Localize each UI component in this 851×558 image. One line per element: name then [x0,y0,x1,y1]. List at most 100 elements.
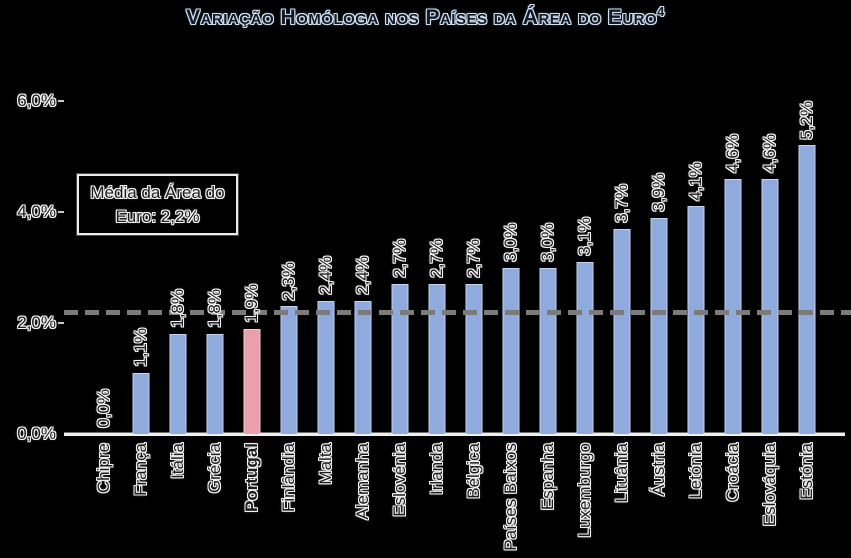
bar-slot: 2,4% [307,95,344,434]
bar-value-label: 5,2% [796,100,816,140]
x-axis-category-label: Malta [315,443,335,485]
chart-title: Variação Homóloga nos Países da Área do … [0,4,851,30]
bar-value-label: 4,6% [722,133,742,173]
y-axis-tick-label: 4,0% [17,202,56,221]
x-label-slot: Letónia [677,441,714,558]
x-label-slot: Finlândia [270,441,307,558]
bar-slot: 0,0% [85,95,122,434]
x-label-slot: Eslovénia [381,441,418,558]
x-label-slot: Itália [159,441,196,558]
x-label-slot: Países Baixos [492,441,529,558]
bar [502,267,519,434]
x-label-slot: Eslováquia [751,441,788,558]
bar [132,372,149,434]
bar-value-label: 2,3% [278,261,298,301]
bar-slot: 3,0% [492,95,529,434]
bar-slot: 2,7% [418,95,455,434]
bar-slot: 3,0% [529,95,566,434]
x-axis-category-label: Irlanda [426,443,446,495]
x-axis-category-label: Luxemburgo [574,443,594,538]
x-axis-category-label: Estónia [796,443,816,500]
x-axis-category-label: Alemanha [352,443,372,520]
bar-slot: 1,8% [196,95,233,434]
bar-slot: 5,2% [788,95,825,434]
bar [206,334,223,434]
average-annotation-box: Média da Área do Euro: 2,2% [77,174,238,235]
bar [576,261,593,434]
x-axis-category-label: Lituânia [611,443,631,503]
y-axis-tick-label: 0,0% [17,424,56,443]
bar-value-label: 1,8% [204,289,224,329]
x-label-slot: Luxemburgo [566,441,603,558]
bar [539,267,556,434]
x-axis-category-label: Chipre [93,443,113,494]
bar-value-label: 3,9% [648,172,668,212]
bar [428,284,445,434]
bar-value-label: 4,6% [759,133,779,173]
bar [317,300,334,434]
x-axis-category-label: Espanha [537,443,557,511]
x-label-slot: Irlanda [418,441,455,558]
y-axis-labels: 0,0% 2,0% 4,0% 6,0% [6,0,56,558]
x-axis-category-label: Finlândia [278,443,298,512]
x-axis-category-label: Croácia [722,443,742,502]
bar-highlight [243,328,260,434]
chart-title-superscript: 4 [657,4,665,19]
bar-value-label: 0,0% [93,389,113,428]
bar-slot: 4,1% [677,95,714,434]
x-label-slot: Espanha [529,441,566,558]
chart-title-text: Variação Homóloga nos Países da Área do … [186,6,658,29]
x-label-slot: Bélgica [455,441,492,558]
bar-slot: 2,7% [381,95,418,434]
bar-value-label: 2,7% [463,239,483,279]
bar [391,284,408,434]
bar-slot: 3,1% [566,95,603,434]
x-label-slot: Malta [307,441,344,558]
x-axis-line [64,432,845,436]
bar-value-label: 2,7% [426,239,446,279]
bar-value-label: 1,8% [167,289,187,329]
bar [798,145,815,434]
bar-value-label: 3,0% [537,222,557,262]
x-axis-category-label: Eslovénia [389,443,409,517]
bar-slot: 1,9% [233,95,270,434]
y-axis-tick-label: 6,0% [17,91,56,110]
x-axis-category-label: Grécia [204,443,224,494]
x-label-slot: Grécia [196,441,233,558]
x-axis-category-label: Eslováquia [759,443,779,527]
bar-slot: 4,6% [714,95,751,434]
bar [613,228,630,434]
x-label-slot: Chipre [85,441,122,558]
x-label-slot: Áustria [640,441,677,558]
average-dashed-line [64,310,851,315]
bar [354,300,371,434]
bar-slot: 1,1% [122,95,159,434]
bar-slot: 4,6% [751,95,788,434]
x-label-slot: França [122,441,159,558]
bar [687,206,704,434]
bar [465,284,482,434]
x-axis-category-label: Áustria [648,443,668,496]
bar-value-label: 1,1% [130,328,150,367]
bar-value-label: 2,4% [315,256,335,295]
x-label-slot: Lituânia [603,441,640,558]
x-axis-category-label: Letónia [685,443,705,499]
bar [761,178,778,434]
bar-slot: 2,7% [455,95,492,434]
bar-slot: 2,4% [344,95,381,434]
plot-area: 0,0% 1,1% 1,8% 1,8% 1,9% 2,3% 2,4% 2,4% 2,7% 2,7%… [85,95,825,434]
y-axis-tick-label: 2,0% [17,313,56,332]
bar-slot: 2,3% [270,95,307,434]
bar-value-label: 3,1% [574,217,594,256]
bar-slot: 1,8% [159,95,196,434]
bar-slot: 3,7% [603,95,640,434]
annotation-line-2: Euro: 2,2% [115,206,200,226]
x-label-slot: Croácia [714,441,751,558]
x-axis-category-label: Países Baixos [500,443,520,551]
x-axis-labels: Chipre França Itália Grécia Portugal Finlândi… [85,441,825,558]
bar [650,217,667,434]
bar [280,306,297,434]
x-axis-category-label: Itália [167,443,187,479]
bar-value-label: 2,4% [352,256,372,295]
